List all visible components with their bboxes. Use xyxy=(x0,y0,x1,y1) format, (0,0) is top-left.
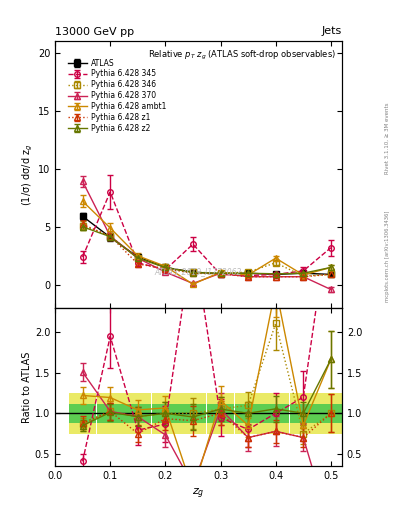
X-axis label: $z_g$: $z_g$ xyxy=(192,486,205,501)
Bar xyxy=(290,393,317,434)
Bar xyxy=(318,393,344,434)
Bar xyxy=(262,403,289,423)
Bar xyxy=(180,393,206,434)
Bar xyxy=(69,403,96,423)
Bar xyxy=(124,393,151,434)
Bar xyxy=(180,403,206,423)
Bar xyxy=(207,393,234,434)
Bar xyxy=(235,393,262,434)
Bar xyxy=(290,403,317,423)
Bar xyxy=(207,403,234,423)
Bar xyxy=(152,393,179,434)
Bar xyxy=(235,403,262,423)
Text: 13000 GeV pp: 13000 GeV pp xyxy=(55,28,134,37)
Bar xyxy=(97,393,124,434)
Bar xyxy=(69,393,96,434)
Text: Relative $p_T$ $z_g$ (ATLAS soft-drop observables): Relative $p_T$ $z_g$ (ATLAS soft-drop ob… xyxy=(148,49,336,62)
Legend: ATLAS, Pythia 6.428 345, Pythia 6.428 346, Pythia 6.428 370, Pythia 6.428 ambt1,: ATLAS, Pythia 6.428 345, Pythia 6.428 34… xyxy=(64,55,169,136)
Y-axis label: Ratio to ATLAS: Ratio to ATLAS xyxy=(22,351,32,423)
Text: ATLAS_2019_I1772062: ATLAS_2019_I1772062 xyxy=(155,267,242,276)
Text: Jets: Jets xyxy=(321,26,342,36)
Bar xyxy=(124,403,151,423)
Bar xyxy=(318,403,344,423)
Y-axis label: (1/σ) dσ/d z$_g$: (1/σ) dσ/d z$_g$ xyxy=(20,143,35,206)
Bar xyxy=(262,393,289,434)
Text: Rivet 3.1.10, ≥ 3M events: Rivet 3.1.10, ≥ 3M events xyxy=(385,102,390,174)
Bar xyxy=(152,403,179,423)
Text: mcplots.cern.ch [arXiv:1306.3436]: mcplots.cern.ch [arXiv:1306.3436] xyxy=(385,210,390,302)
Bar xyxy=(97,403,124,423)
